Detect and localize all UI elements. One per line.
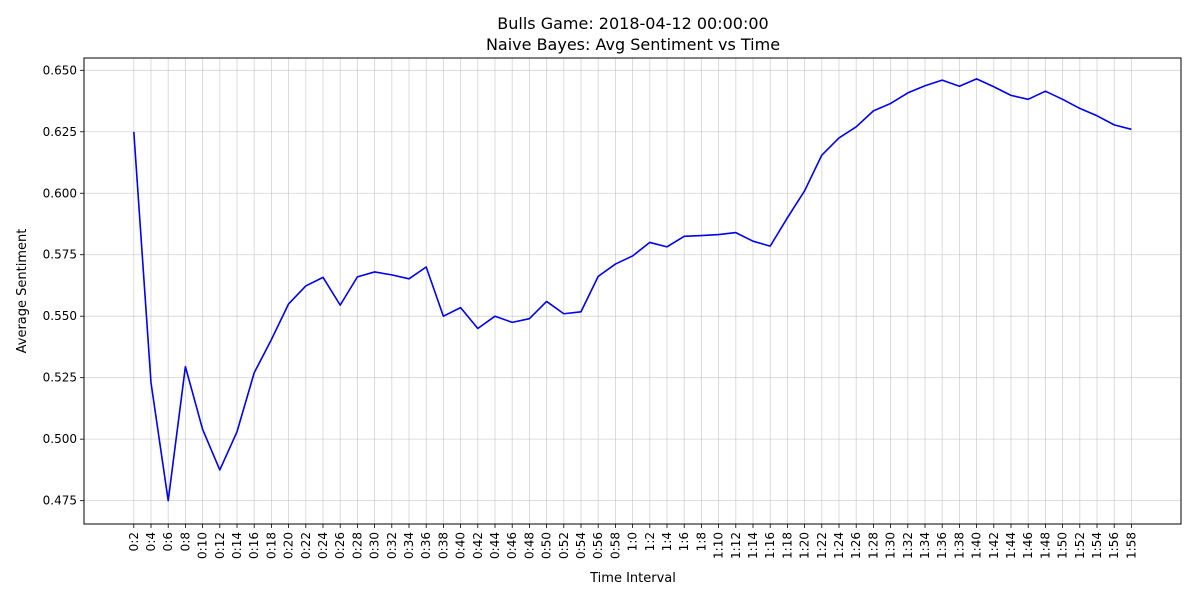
x-tick-label: 0:38 bbox=[436, 532, 450, 559]
chart-subtitle: Naive Bayes: Avg Sentiment vs Time bbox=[486, 35, 780, 54]
x-tick-label: 1:30 bbox=[884, 532, 898, 559]
x-tick-label: 0:30 bbox=[368, 532, 382, 559]
x-tick-label: 1:8 bbox=[694, 532, 708, 551]
x-tick-label: 0:12 bbox=[213, 532, 227, 559]
x-tick-label: 0:50 bbox=[540, 532, 554, 559]
x-tick-label: 0:42 bbox=[471, 532, 485, 559]
x-tick-label: 1:18 bbox=[780, 532, 794, 559]
x-tick-label: 0:22 bbox=[299, 532, 313, 559]
x-axis-label: Time Interval bbox=[589, 571, 676, 586]
chart-title: Bulls Game: 2018-04-12 00:00:00 bbox=[497, 14, 768, 33]
x-tick-label: 0:24 bbox=[316, 532, 330, 559]
x-tick-label: 1:2 bbox=[643, 532, 657, 551]
x-tick-label: 0:46 bbox=[505, 532, 519, 559]
x-tick-label: 1:56 bbox=[1107, 532, 1121, 559]
x-tick-label: 1:32 bbox=[901, 532, 915, 559]
x-tick-label: 0:16 bbox=[247, 532, 261, 559]
x-tick-label: 0:14 bbox=[230, 532, 244, 559]
x-tick-label: 1:0 bbox=[626, 532, 640, 551]
x-tick-label: 0:58 bbox=[608, 532, 622, 559]
x-tick-label: 1:28 bbox=[866, 532, 880, 559]
x-tick-label: 1:26 bbox=[849, 532, 863, 559]
y-tick-label: 0.650 bbox=[43, 63, 77, 77]
x-tick-label: 0:4 bbox=[144, 532, 158, 551]
plot-frame bbox=[83, 57, 1182, 525]
x-tick-label: 0:18 bbox=[264, 532, 278, 559]
y-tick-label: 0.475 bbox=[43, 494, 77, 508]
y-tick-label: 0.550 bbox=[43, 309, 77, 323]
x-tick-label: 0:44 bbox=[488, 532, 502, 559]
x-tick-label: 1:50 bbox=[1056, 532, 1070, 559]
x-tick-label: 0:36 bbox=[419, 532, 433, 559]
x-tick-label: 0:26 bbox=[333, 532, 347, 559]
x-tick-label: 1:12 bbox=[729, 532, 743, 559]
x-tick-label: 0:34 bbox=[402, 532, 416, 559]
x-tick-label: 1:40 bbox=[970, 532, 984, 559]
x-tick-label: 1:22 bbox=[815, 532, 829, 559]
x-tick-label: 1:16 bbox=[763, 532, 777, 559]
x-tick-label: 1:46 bbox=[1021, 532, 1035, 559]
x-tick-label: 1:44 bbox=[1004, 532, 1018, 559]
x-tick-label: 0:20 bbox=[282, 532, 296, 559]
y-tick-label: 0.625 bbox=[43, 125, 77, 139]
x-tick-label: 1:10 bbox=[712, 532, 726, 559]
x-tick-label: 0:2 bbox=[127, 532, 141, 551]
x-tick-label: 0:8 bbox=[178, 532, 192, 551]
x-tick-label: 1:38 bbox=[952, 532, 966, 559]
x-tick-label: 0:28 bbox=[350, 532, 364, 559]
x-tick-label: 0:52 bbox=[557, 532, 571, 559]
x-tick-label: 1:14 bbox=[746, 532, 760, 559]
x-tick-label: 1:24 bbox=[832, 532, 846, 559]
y-tick-label: 0.525 bbox=[43, 371, 77, 385]
x-tick-label: 1:4 bbox=[660, 532, 674, 551]
x-tick-label: 0:6 bbox=[161, 532, 175, 551]
x-tick-label: 1:52 bbox=[1073, 532, 1087, 559]
x-tick-label: 0:40 bbox=[454, 532, 468, 559]
y-tick-label: 0.600 bbox=[43, 186, 77, 200]
x-tick-label: 0:48 bbox=[522, 532, 536, 559]
x-tick-label: 1:48 bbox=[1038, 532, 1052, 559]
x-tick-label: 1:54 bbox=[1090, 532, 1104, 559]
x-tick-label: 0:54 bbox=[574, 532, 588, 559]
x-tick-label: 0:56 bbox=[591, 532, 605, 559]
y-tick-label: 0.500 bbox=[43, 432, 77, 446]
x-tick-label: 0:10 bbox=[196, 532, 210, 559]
x-tick-label: 1:6 bbox=[677, 532, 691, 551]
y-tick-label: 0.575 bbox=[43, 248, 77, 262]
x-tick-label: 1:58 bbox=[1124, 532, 1138, 559]
x-tick-label: 1:36 bbox=[935, 532, 949, 559]
y-axis-label: Average Sentiment bbox=[15, 229, 30, 354]
series-line-average-sentiment bbox=[133, 78, 1132, 502]
x-tick-label: 1:42 bbox=[987, 532, 1001, 559]
x-tick-label: 1:20 bbox=[798, 532, 812, 559]
tick-layer: 0:2 0:4 0:6 0:8 0:10 0:12 0:14 0:16 0:18 0:20 0:22… bbox=[43, 63, 1139, 559]
x-tick-label: 0:32 bbox=[385, 532, 399, 559]
x-tick-label: 1:34 bbox=[918, 532, 932, 559]
grid-layer bbox=[84, 58, 1181, 524]
